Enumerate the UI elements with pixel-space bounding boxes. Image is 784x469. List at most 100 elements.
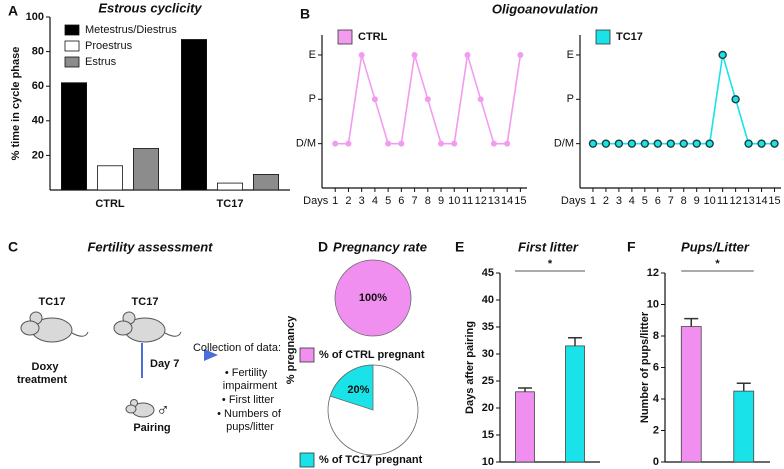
point [614, 139, 624, 148]
point [490, 140, 497, 147]
error-bar [684, 317, 699, 327]
y-tick-label: 2 [653, 424, 659, 436]
y-tick-label: 15 [482, 429, 494, 441]
point [517, 51, 524, 58]
value-label: 20% [347, 384, 369, 396]
data-item: • Numbers of [217, 408, 282, 420]
panel-label: E [455, 239, 464, 255]
bar [132, 148, 159, 191]
x-tick-label: 12 [475, 195, 487, 207]
point [451, 140, 458, 147]
mouse-icon [125, 399, 155, 418]
x-tick-label: 1 [332, 195, 338, 207]
y-tick-label: P [567, 93, 574, 105]
legend-swatch [299, 347, 315, 363]
bar [97, 165, 124, 191]
x-tick-label: 14 [501, 195, 513, 207]
x-tick-label: 12 [729, 195, 741, 207]
bar [565, 345, 585, 463]
point [757, 139, 766, 148]
group-label: TC17 [132, 296, 159, 308]
pie-slice [334, 259, 412, 337]
panel-label: B [300, 6, 310, 22]
point [424, 96, 431, 103]
y-tick-label: 20 [32, 149, 44, 161]
y-axis-label: Number of pups/litter [639, 311, 651, 423]
y-tick-label: 8 [653, 330, 659, 342]
y-tick-label: 4 [653, 393, 660, 405]
treatment-label: treatment [17, 374, 67, 386]
y-tick-label: 45 [482, 267, 494, 279]
point [601, 139, 611, 148]
legend-label: % of CTRL pregnant [319, 349, 425, 361]
significance-mark: * [548, 258, 553, 270]
legend-swatch [299, 452, 315, 468]
point [666, 139, 675, 148]
pairing-label: Pairing [133, 422, 170, 434]
x-tick-label: 4 [372, 195, 378, 207]
x-tick-label: 7 [412, 195, 418, 207]
x-tick-label: 15 [768, 195, 780, 207]
x-tick-label: TC17 [217, 198, 244, 210]
y-tick-label: 30 [482, 348, 494, 360]
y-tick-label: 25 [482, 375, 494, 387]
data-item: • First litter [222, 394, 274, 406]
significance-mark: * [715, 258, 720, 270]
y-tick-label: E [567, 49, 574, 61]
legend-label: % of TC17 pregnant [319, 454, 423, 466]
point [718, 50, 727, 60]
x-tick-label: 14 [755, 195, 767, 207]
x-tick-label: 13 [488, 195, 500, 207]
x-tick-label: 4 [629, 195, 635, 207]
point [398, 140, 405, 147]
y-tick-label: 10 [647, 298, 659, 310]
y-tick-label: 6 [653, 361, 659, 373]
y-tick-label: 40 [482, 294, 494, 306]
x-tick-label: 2 [345, 195, 351, 207]
chart-title: First litter [518, 239, 579, 254]
y-tick-label: 0 [653, 456, 659, 468]
x-tick-label: 10 [448, 195, 460, 207]
error-bar [568, 337, 582, 346]
point [411, 51, 418, 58]
x-tick-label: 11 [462, 195, 473, 207]
x-tick-label: 6 [398, 195, 404, 207]
x-tick-label: 9 [694, 195, 700, 207]
data-heading: Collection of data: [193, 342, 281, 354]
x-tick-label: 10 [704, 195, 716, 207]
y-tick-label: 20 [482, 402, 494, 414]
point [438, 140, 445, 147]
mouse-icon [113, 311, 182, 343]
x-tick-label: 7 [668, 195, 674, 207]
mouse-icon [20, 311, 89, 343]
series-line [592, 54, 775, 145]
x-tick-label: 9 [438, 195, 444, 207]
y-tick-label: 12 [647, 267, 659, 279]
x-tick-label: 3 [359, 195, 365, 207]
x-tick-label: 11 [717, 195, 728, 207]
y-tick-label: 60 [32, 80, 44, 92]
legend-swatch [337, 29, 353, 45]
x-tick-label: 6 [655, 195, 661, 207]
point [385, 140, 392, 147]
legend-label: TC17 [616, 31, 643, 43]
point [345, 140, 352, 147]
x-tick-label: 3 [616, 195, 622, 207]
point [640, 139, 650, 148]
bar [252, 174, 279, 191]
point [692, 139, 701, 148]
x-axis-label: Days [561, 195, 587, 207]
point [477, 96, 484, 103]
point [770, 139, 779, 148]
y-tick-label: E [309, 49, 316, 61]
point [588, 139, 598, 148]
y-tick-label: 10 [482, 456, 494, 468]
data-item: • Fertility [225, 367, 268, 379]
panel-c: C Fertility assessment TC17 TC17 Doxy tr… [8, 239, 282, 434]
chart-title: Oligoanovulation [492, 1, 598, 16]
chart-title: Pups/Litter [681, 239, 750, 254]
y-tick-label: 100 [26, 11, 44, 23]
bar [680, 326, 702, 463]
x-tick-label: 1 [590, 195, 596, 207]
